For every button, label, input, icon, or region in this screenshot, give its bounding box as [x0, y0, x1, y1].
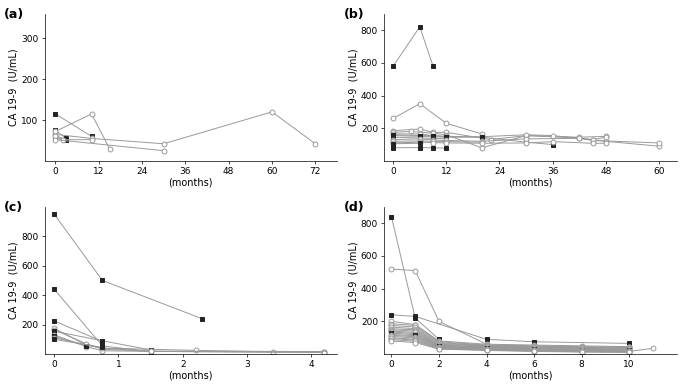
Y-axis label: CA 19‑9  (U/mL): CA 19‑9 (U/mL): [348, 242, 358, 319]
X-axis label: (months): (months): [169, 177, 213, 187]
Y-axis label: CA 19‑9  (U/mL): CA 19‑9 (U/mL): [8, 242, 18, 319]
X-axis label: (months): (months): [508, 177, 553, 187]
Text: (d): (d): [343, 201, 364, 214]
X-axis label: (months): (months): [169, 371, 213, 381]
X-axis label: (months): (months): [508, 371, 553, 381]
Text: (a): (a): [3, 8, 24, 21]
Text: (c): (c): [3, 201, 23, 214]
Text: (b): (b): [343, 8, 364, 21]
Y-axis label: CA 19‑9  (U/mL): CA 19‑9 (U/mL): [8, 49, 18, 126]
Y-axis label: CA 19‑9  (U/mL): CA 19‑9 (U/mL): [348, 49, 358, 126]
